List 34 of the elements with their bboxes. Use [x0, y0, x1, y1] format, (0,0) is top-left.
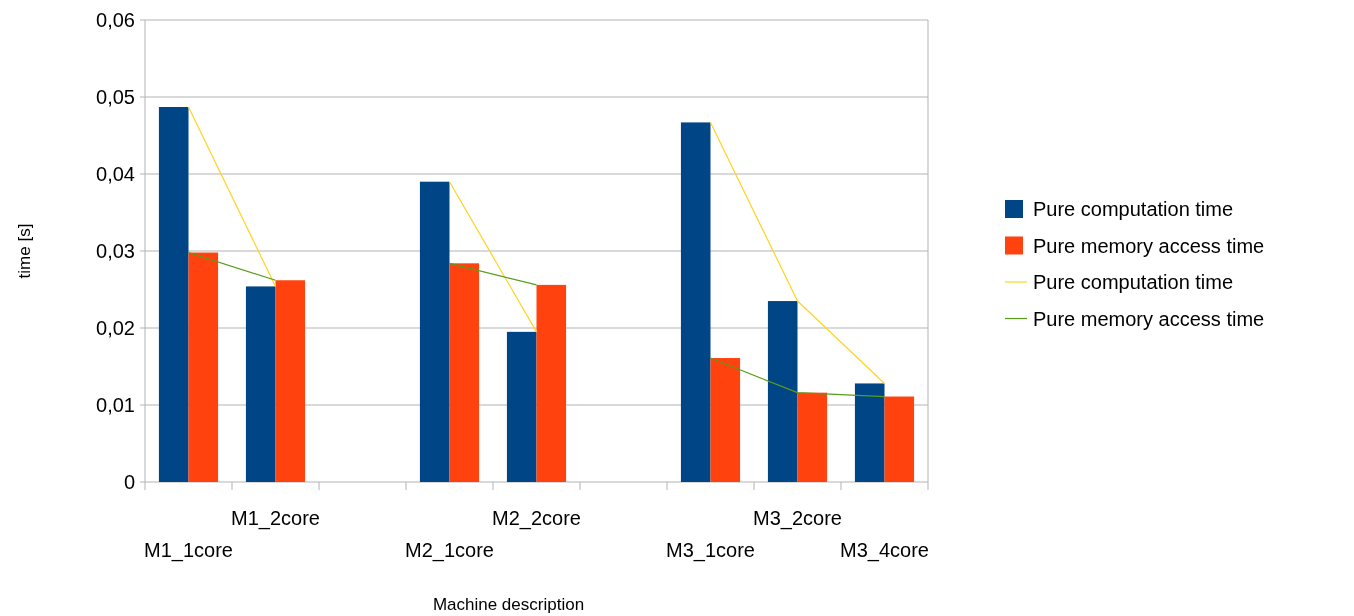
- y-tick-label: 0,06: [96, 9, 135, 31]
- y-tick-label: 0: [123, 471, 135, 493]
- y-tick-label: 0,02: [96, 317, 135, 339]
- bar: [884, 396, 915, 482]
- legend-label: Pure memory access time: [1033, 307, 1265, 330]
- x-tick-label: M2_1core: [405, 539, 494, 562]
- legend-label: Pure computation time: [1033, 198, 1234, 220]
- bar: [419, 181, 450, 482]
- x-tick-label: M3_4core: [840, 539, 929, 562]
- x-tick-label: M1_1core: [144, 539, 233, 562]
- bar: [710, 358, 741, 482]
- legend-label: Pure computation time: [1033, 271, 1234, 293]
- y-axis-title: time [s]: [15, 223, 34, 279]
- y-tick-label: 0,03: [96, 240, 135, 262]
- bar: [245, 286, 276, 482]
- legend-label: Pure memory access time: [1033, 234, 1265, 257]
- bar: [449, 263, 480, 482]
- bar: [680, 122, 711, 482]
- bar: [797, 392, 828, 482]
- bar: [188, 252, 219, 482]
- x-tick-label: M3_1core: [666, 539, 755, 562]
- bar: [158, 107, 189, 482]
- bar: [854, 383, 885, 482]
- x-tick-label: M3_2core: [753, 507, 842, 530]
- x-tick-label: M2_2core: [492, 507, 581, 530]
- y-tick-label: 0,01: [96, 394, 135, 416]
- bar: [275, 280, 306, 482]
- x-tick-label: M1_2core: [231, 507, 320, 530]
- x-axis-title: Machine description: [432, 595, 585, 614]
- bar: [536, 284, 567, 482]
- bar: [506, 331, 537, 482]
- y-tick-label: 0,04: [96, 163, 135, 185]
- bar: [767, 301, 798, 482]
- y-tick-label: 0,05: [96, 86, 135, 108]
